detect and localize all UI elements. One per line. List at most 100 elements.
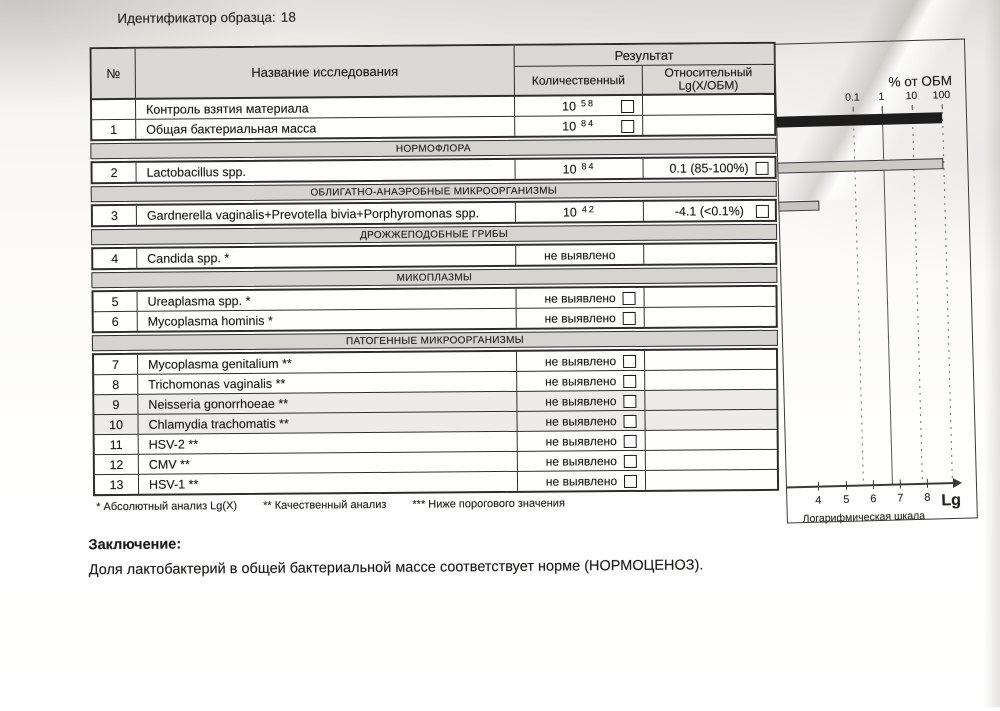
- relative-result: [646, 470, 777, 490]
- quantitative-result: не выявлено: [517, 430, 646, 451]
- relative-abundance-chart: % от ОБМ 0.1 1 10 100 4 5 6 7 8 Lg Логар…: [773, 38, 978, 525]
- row-number: 2: [92, 162, 137, 183]
- test-name: Neisseria gonorrhoeae **: [138, 391, 518, 414]
- table-segment: 3 Gardnerella vaginalis+Prevotella bivia…: [90, 198, 777, 228]
- conclusion-heading: Заключение:: [88, 536, 182, 554]
- sample-id-value: 18: [280, 9, 296, 25]
- test-name: Mycoplasma hominis *: [137, 308, 517, 331]
- relative-result: [645, 390, 776, 410]
- result-checkbox: [755, 204, 769, 218]
- paper-edge-shadow: [984, 0, 1000, 707]
- column-header-result-group: Результат Количественный Относительный L…: [514, 43, 774, 95]
- relative-result: [645, 370, 776, 390]
- quantitative-result: 10 84: [515, 158, 644, 179]
- bottom-axis-label: 8: [924, 491, 931, 504]
- quantitative-result: не выявлено: [516, 244, 645, 265]
- table-segment: 5 Ureaplasma spp. * не выявлено 6 Mycopl…: [91, 284, 778, 334]
- relative-result: [646, 450, 777, 470]
- bottom-axis-tick: [817, 481, 820, 491]
- bar-anaerobes: [778, 200, 820, 212]
- relative-result: [645, 307, 776, 327]
- relative-result: [644, 287, 775, 307]
- table-segment: 2 Lactobacillus spp. 10 84 0.1 (85-100%): [90, 155, 777, 185]
- quantitative-result: не выявлено: [517, 410, 646, 431]
- row-number: 12: [94, 454, 139, 475]
- conclusion: Заключение: Доля лактобактерий в общей б…: [88, 532, 704, 579]
- result-checkbox: [623, 434, 637, 448]
- row-number: 5: [93, 291, 138, 312]
- footnotes: * Абсолютный анализ Lg(X) ** Качественны…: [96, 497, 565, 513]
- bottom-axis-tick: [899, 479, 902, 489]
- quantitative-result: 10 58: [514, 95, 644, 116]
- sample-identifier: Идентификатор образца: 18: [117, 10, 296, 26]
- footnote-absolute: * Абсолютный анализ Lg(X): [96, 500, 238, 514]
- row-number: 8: [94, 374, 139, 395]
- table-row: 2 Lactobacillus spp. 10 84 0.1 (85-100%): [92, 158, 774, 183]
- bottom-axis-label: 7: [897, 492, 904, 505]
- column-header-quantitative: Количественный: [514, 65, 643, 95]
- top-axis-label: 0.1: [845, 91, 860, 104]
- column-header-number: №: [91, 48, 136, 99]
- row-number: 3: [92, 205, 137, 226]
- exponent: 42: [581, 203, 596, 214]
- axis-unit-label: Lg: [941, 491, 962, 510]
- chart-title: % от ОБМ: [888, 72, 953, 90]
- test-name: Контроль взятия материала: [135, 96, 516, 119]
- sample-id-label: Идентификатор образца:: [117, 9, 276, 26]
- result-checkbox: [623, 354, 637, 368]
- footnote-qualitative: ** Качественный анализ: [263, 498, 387, 512]
- bottom-axis-tick: [872, 480, 875, 490]
- relative-result: [646, 430, 777, 450]
- bottom-axis-tick: [845, 480, 848, 490]
- bottom-axis-label: 6: [870, 493, 877, 506]
- table-row: 3 Gardnerella vaginalis+Prevotella bivia…: [92, 201, 775, 226]
- bottom-axis-label: 5: [843, 493, 850, 507]
- result-checkbox: [623, 454, 637, 468]
- test-name: Gardnerella vaginalis+Prevotella bivia+P…: [136, 202, 516, 225]
- relative-result: [643, 95, 774, 115]
- bottom-axis-label: 4: [815, 494, 822, 507]
- quantitative-result: не выявлено: [516, 307, 645, 328]
- relative-result: -4.1 (<0.1%): [644, 201, 775, 221]
- row-number: 9: [94, 394, 139, 415]
- result-checkbox: [623, 394, 637, 408]
- column-header-test-name: Название исследования: [135, 45, 515, 98]
- quantitative-result: 10 84: [515, 115, 644, 136]
- table-segment: 7 Mycoplasma genitalium ** не выявлено 8…: [91, 347, 780, 497]
- test-name: Общая бактериальная масса: [136, 116, 516, 139]
- test-name: Lactobacillus spp.: [136, 159, 516, 182]
- relative-result: [644, 244, 775, 264]
- result-checkbox: [622, 311, 636, 325]
- quantitative-result: не выявлено: [517, 370, 646, 391]
- result-checkbox: [621, 99, 635, 113]
- quantitative-result: не выявлено: [517, 470, 647, 491]
- exponent: 84: [581, 160, 596, 171]
- conclusion-text: Доля лактобактерий в общей бактериальной…: [88, 557, 704, 579]
- top-axis-label: 10: [905, 89, 918, 103]
- row-number: [91, 99, 137, 120]
- test-name: HSV-1 **: [138, 471, 519, 494]
- row-number: 7: [94, 354, 139, 375]
- table-row: 4 Candida spp. * не выявлено: [93, 244, 775, 269]
- bottom-axis-tick: [926, 478, 929, 488]
- test-name: Mycoplasma genitalium **: [137, 351, 518, 374]
- row-number: 4: [93, 248, 138, 269]
- row-number: 6: [93, 311, 138, 332]
- quantitative-result: не выявлено: [516, 350, 646, 371]
- row-number: 1: [92, 119, 137, 140]
- relative-result: 0.1 (85-100%): [643, 158, 774, 178]
- table-segment-header: № Название исследования Результат Количе…: [89, 41, 777, 142]
- test-name: CMV **: [138, 451, 518, 474]
- result-checkbox: [621, 119, 635, 133]
- test-name: Chlamydia trachomatis **: [138, 411, 518, 434]
- column-header-relative: Относительный Lg(X/ОБМ): [664, 64, 753, 93]
- row-number: 13: [94, 474, 140, 495]
- test-name: Ureaplasma spp. *: [137, 288, 517, 311]
- quantitative-result: не выявлено: [516, 287, 645, 308]
- axis-arrow-icon: [952, 477, 963, 489]
- quantitative-result: не выявлено: [517, 450, 646, 471]
- relative-result: [645, 350, 776, 370]
- top-axis-label: 100: [932, 88, 951, 102]
- exponent: 58: [580, 97, 596, 108]
